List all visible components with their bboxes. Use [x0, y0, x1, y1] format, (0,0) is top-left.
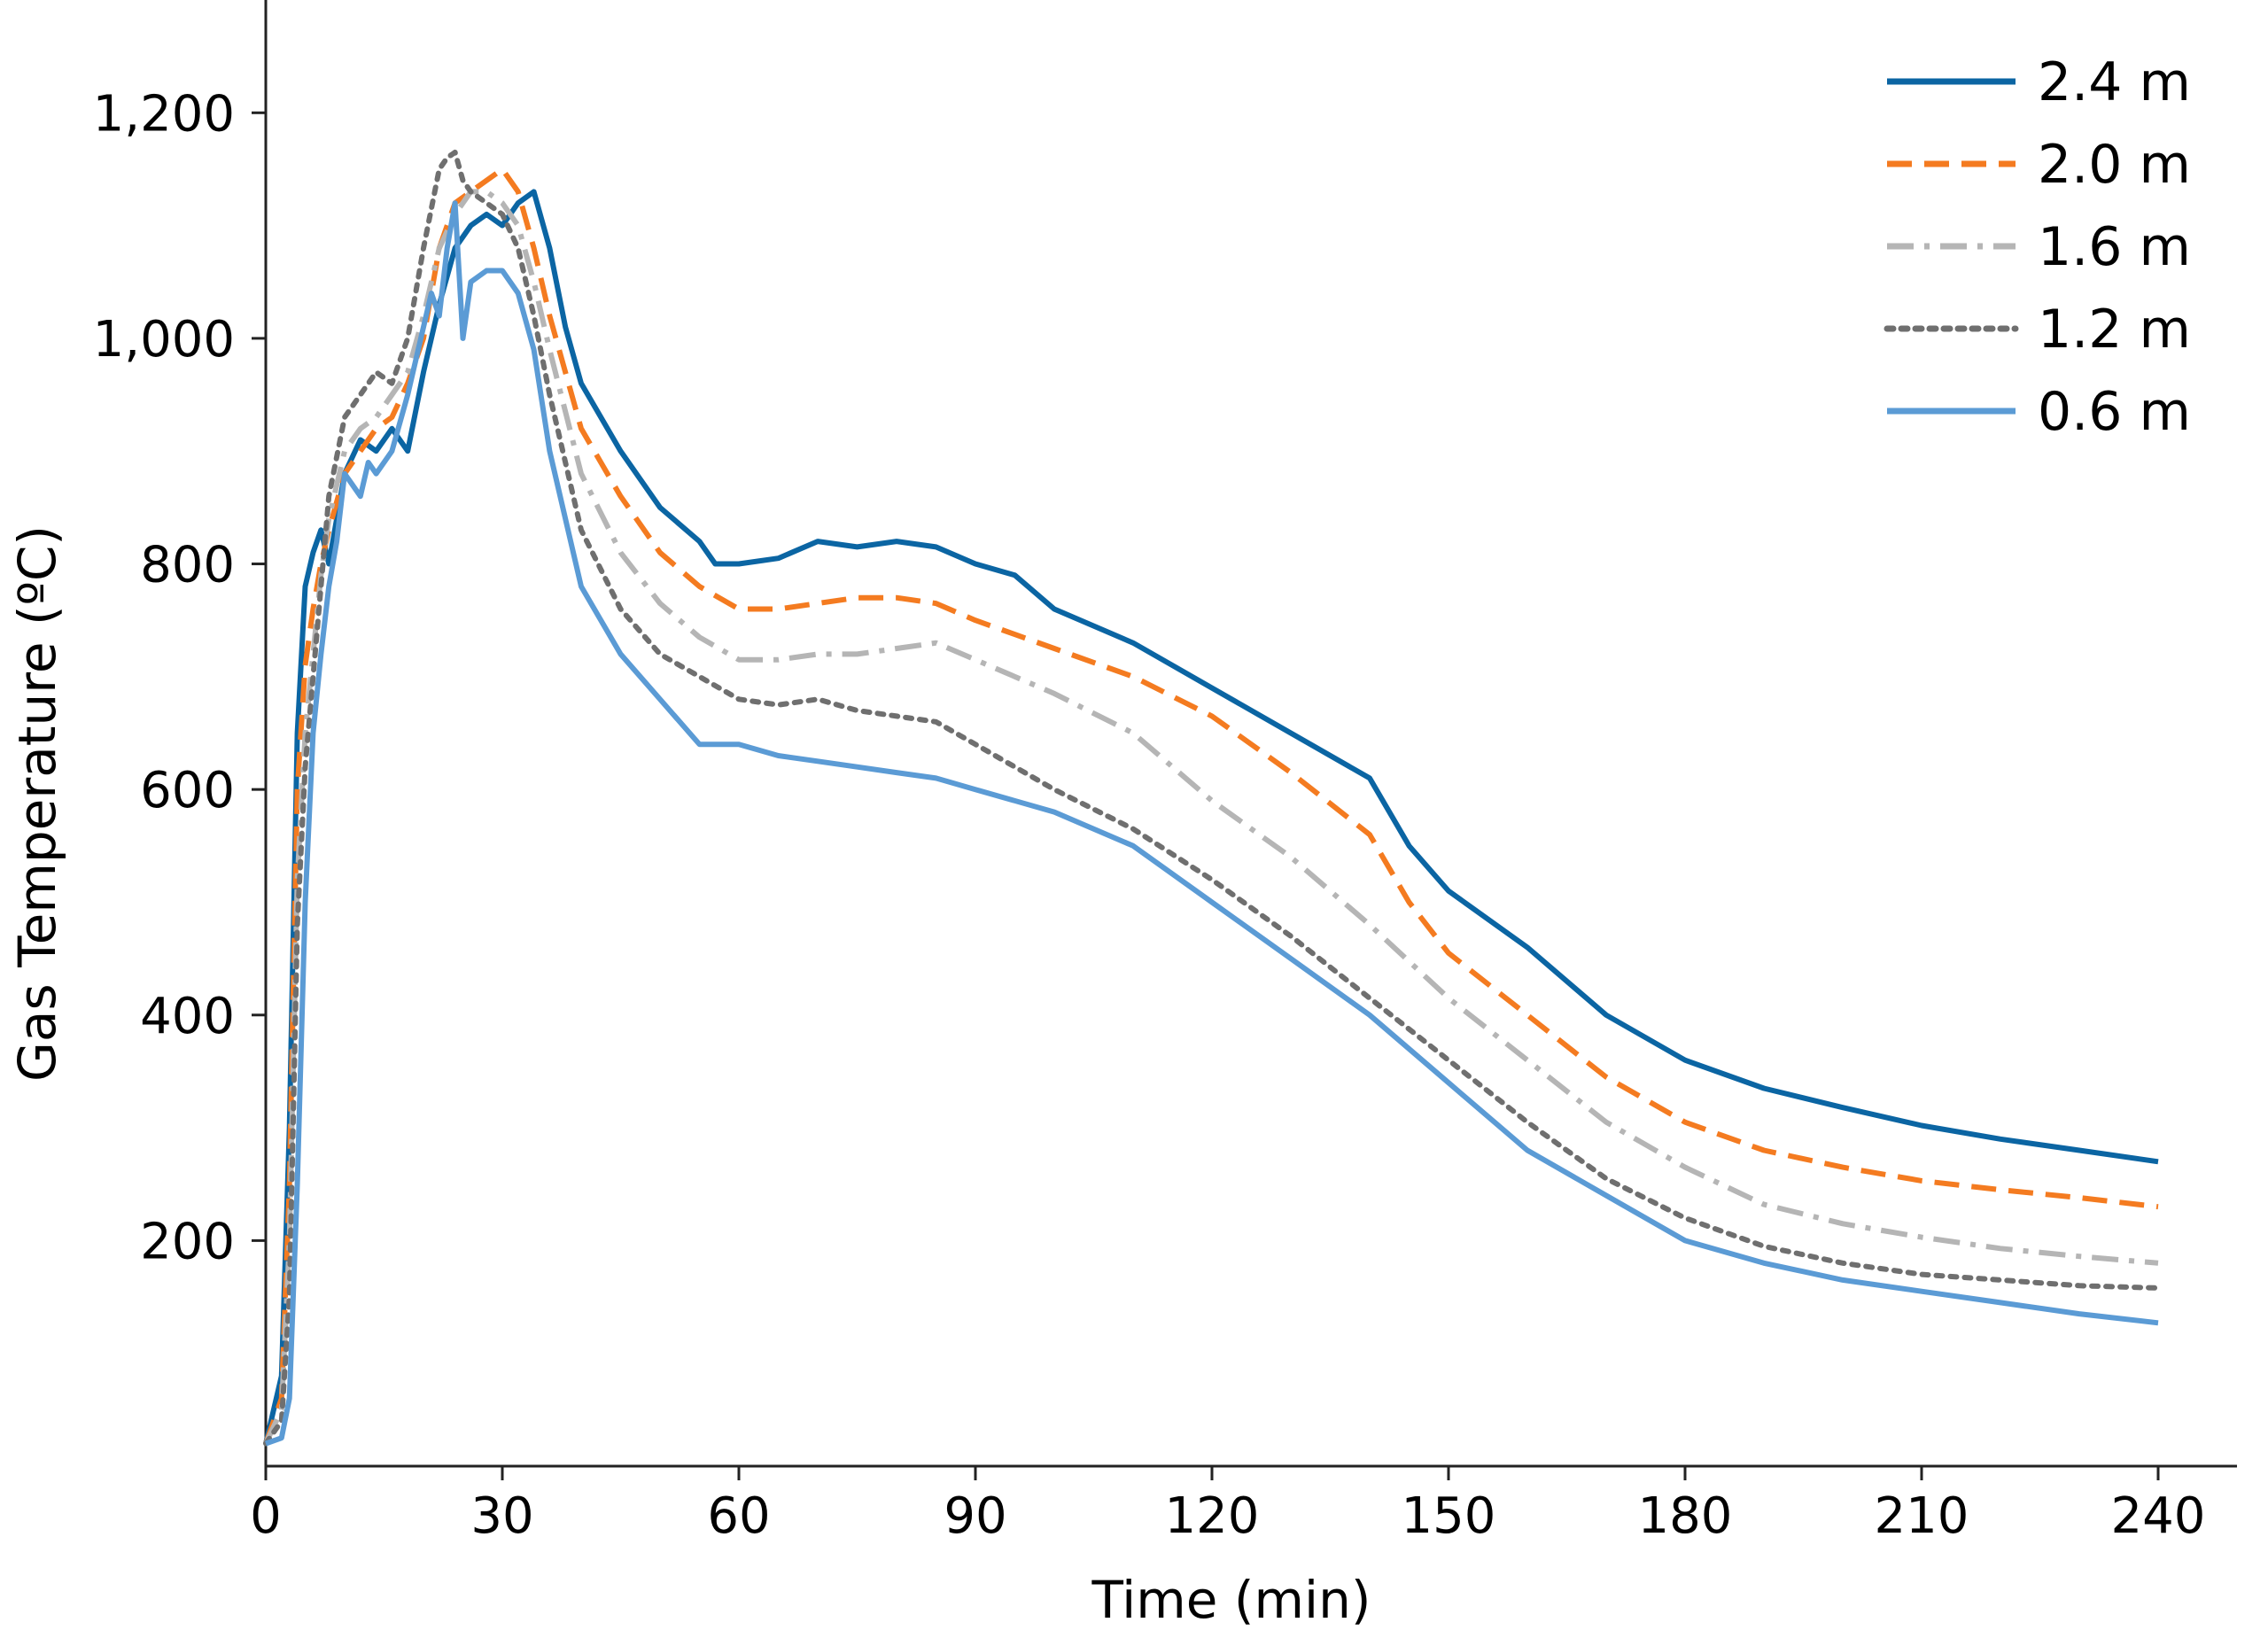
- legend-label: 0.6 m: [2038, 381, 2191, 443]
- axes: 0 30 60 90 120 150 180 210 240 200 400 600 800 1,000 1…: [93, 0, 2237, 1545]
- y-tick-label: 400: [140, 988, 235, 1045]
- series-line-1-2-mm: [263, 149, 2161, 1447]
- x-tick-label: 0: [250, 1487, 282, 1545]
- plot-area: [263, 149, 2161, 1447]
- legend-label: 2.0 m: [2038, 134, 2191, 196]
- y-tick-label: 1,000: [93, 311, 235, 369]
- legend: 2.4 m 2.0 m 1.6 m 1.2 m 0.6 m: [1884, 51, 2191, 443]
- series-line-0-6-mm: [264, 200, 2159, 1447]
- y-tick-label: 200: [140, 1213, 235, 1270]
- legend-label: 2.4 m: [2038, 51, 2191, 113]
- series-line-2-4-mm: [263, 189, 2159, 1445]
- y-tick-label: 800: [140, 537, 235, 594]
- y-tick-label: 1,200: [93, 85, 235, 143]
- x-tick-label: 240: [2111, 1487, 2206, 1545]
- y-axis-title: Gas Temperature (ºC): [7, 525, 67, 1082]
- x-tick-label: 90: [944, 1487, 1006, 1545]
- legend-label: 1.6 m: [2038, 216, 2191, 278]
- x-axis-title: Time (min): [1091, 1570, 1371, 1630]
- series-line-1-6-mm: [263, 189, 2159, 1445]
- x-tick-label: 180: [1638, 1487, 1733, 1545]
- x-tick-label: 60: [707, 1487, 770, 1545]
- x-tick-label: 30: [470, 1487, 533, 1545]
- y-tick-label: 600: [140, 762, 235, 819]
- x-tick-label: 210: [1875, 1487, 1969, 1545]
- legend-label: 1.2 m: [2038, 299, 2191, 361]
- x-tick-label: 150: [1402, 1487, 1496, 1545]
- x-tick-label: 120: [1165, 1487, 1260, 1545]
